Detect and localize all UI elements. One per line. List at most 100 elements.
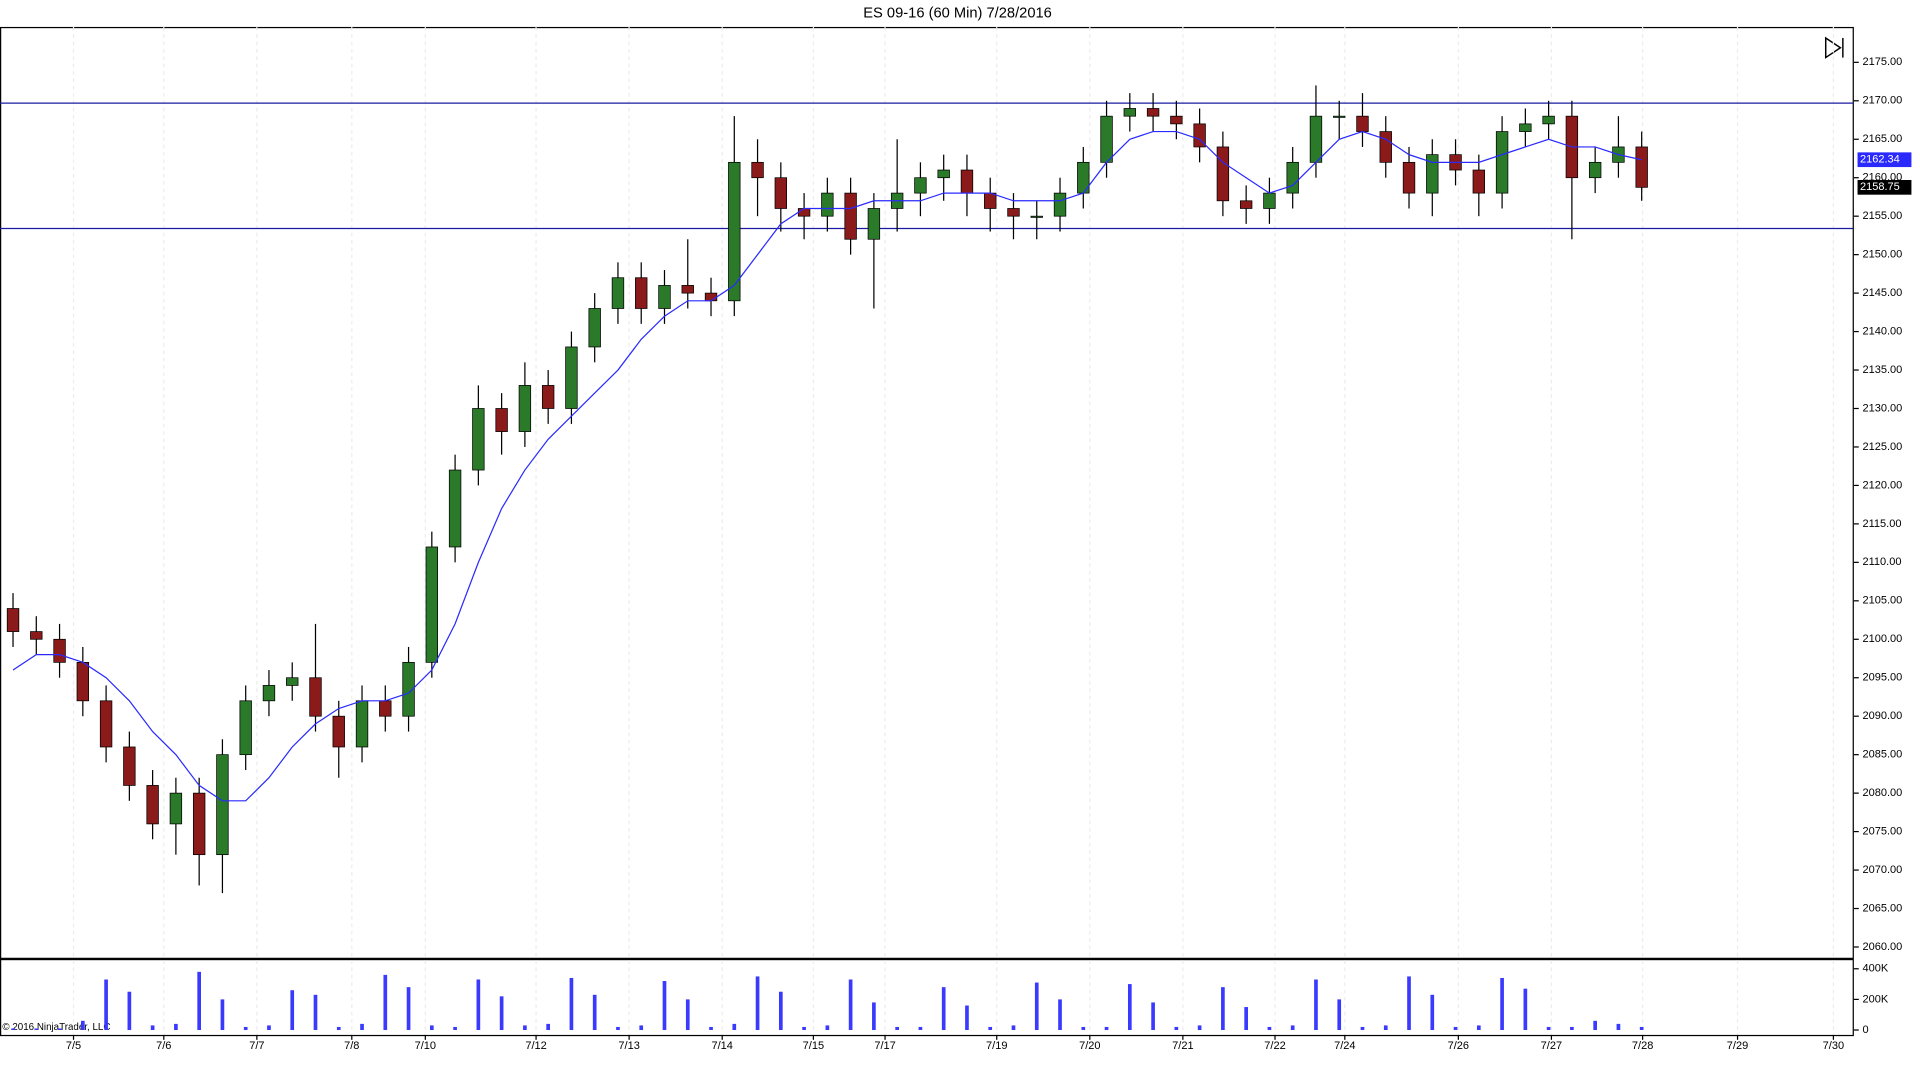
- volume-bar: [848, 979, 853, 1031]
- candle-body: [1239, 200, 1253, 209]
- candle-body: [448, 469, 462, 548]
- price-marker-label: 2162.34: [1860, 154, 1900, 166]
- candle-body: [53, 638, 66, 663]
- volume-bar: [825, 1025, 830, 1031]
- candle-body: [1379, 131, 1392, 163]
- volume-bar: [895, 1026, 899, 1031]
- volume-bar: [220, 999, 225, 1031]
- volume-bar: [802, 1026, 806, 1031]
- volume-bar: [1174, 1026, 1179, 1031]
- x-tick-label: 7/28: [1632, 1040, 1653, 1052]
- volume-bar: [1430, 994, 1435, 1031]
- candle-body: [99, 700, 113, 748]
- y-tick-label: 2115.00: [1862, 518, 1901, 530]
- x-tick-label: 7/30: [1823, 1040, 1844, 1052]
- price-marker: [1857, 152, 1912, 168]
- candle-body: [239, 700, 252, 756]
- volume-bar: [1221, 987, 1225, 1031]
- volume-bar: [1034, 982, 1039, 1031]
- y-tick-label: 2090.00: [1862, 710, 1902, 722]
- x-tick-label: 7/10: [415, 1040, 436, 1052]
- volume-bar: [965, 1005, 969, 1031]
- volume-bar: [243, 1026, 248, 1031]
- y-tick-label: 400K: [1862, 963, 1888, 975]
- y-tick-label: 2110.00: [1862, 556, 1901, 568]
- candle-body: [984, 192, 997, 209]
- x-tick-label: 7/22: [1264, 1040, 1285, 1052]
- volume-bar: [406, 987, 411, 1031]
- price-marker: [1857, 179, 1912, 195]
- volume-bar: [1337, 999, 1342, 1031]
- candle-body: [565, 346, 578, 409]
- volume-bar: [523, 1025, 527, 1031]
- volume-bar: [1104, 1026, 1109, 1031]
- candle-body: [30, 631, 43, 640]
- volume-bar: [476, 979, 481, 1031]
- volume-bar: [1546, 1026, 1551, 1031]
- candle-body: [309, 677, 322, 717]
- volume-bar: [1011, 1025, 1016, 1031]
- y-tick-label: 2130.00: [1862, 402, 1902, 414]
- candle-body: [914, 177, 927, 194]
- candle-body: [495, 408, 508, 432]
- volume-bar: [732, 1023, 737, 1031]
- volume-bar: [1314, 979, 1318, 1031]
- candle-body: [1030, 215, 1043, 218]
- volume-bar: [499, 996, 504, 1031]
- volume-bar: [592, 994, 597, 1031]
- candle-body: [635, 277, 648, 309]
- volume-bar: [150, 1025, 155, 1031]
- copyright: © 2016 NinjaTrader, LLC: [2, 1022, 110, 1033]
- volume-bar: [1244, 1007, 1248, 1031]
- volume-bar: [1290, 1025, 1295, 1031]
- x-tick-label: 7/6: [156, 1040, 171, 1052]
- candle-body: [1100, 115, 1113, 163]
- candle-body: [751, 161, 764, 179]
- volume-bar: [1500, 977, 1504, 1031]
- x-tick-label: 7/24: [1334, 1040, 1355, 1052]
- volume-bar: [1639, 1026, 1644, 1031]
- candle-body: [402, 661, 415, 717]
- x-tick-label: 7/15: [803, 1040, 824, 1052]
- volume-bar: [453, 1026, 457, 1031]
- price-panel: [0, 26, 1854, 959]
- candle-body: [286, 677, 299, 686]
- candle-body: [1263, 192, 1276, 209]
- x-tick-label: 7/12: [525, 1040, 546, 1052]
- candle-body: [937, 169, 950, 179]
- candle-body: [169, 792, 183, 825]
- volume-bar: [662, 981, 667, 1031]
- y-tick-label: 2155.00: [1862, 210, 1902, 222]
- y-tick-label: 2070.00: [1862, 864, 1902, 876]
- x-tick-label: 7/29: [1727, 1040, 1748, 1052]
- candle-body: [1053, 192, 1067, 217]
- y-tick-label: 2095.00: [1862, 672, 1902, 684]
- volume-bar: [872, 1002, 876, 1031]
- y-tick-label: 2170.00: [1862, 95, 1902, 107]
- candle-body: [1309, 115, 1323, 163]
- volume-bar: [174, 1023, 178, 1031]
- candle-body: [1588, 161, 1602, 179]
- volume-bar: [1616, 1023, 1621, 1031]
- volume-bar: [383, 974, 388, 1031]
- volume-bar: [267, 1025, 271, 1031]
- price-marker-label: 2158.75: [1860, 181, 1900, 193]
- candle-body: [588, 308, 601, 348]
- candle-body: [1635, 146, 1648, 188]
- volume-bar: [336, 1026, 341, 1031]
- volume-bar: [778, 991, 783, 1031]
- x-tick-label: 7/27: [1541, 1040, 1562, 1052]
- x-tick-label: 7/7: [249, 1040, 264, 1052]
- y-tick-label: 2105.00: [1862, 595, 1902, 607]
- volume-bar: [57, 1028, 62, 1031]
- volume-bar: [1593, 1020, 1597, 1031]
- volume-bar: [313, 994, 318, 1031]
- candle-body: [797, 208, 811, 217]
- candle-body: [1170, 115, 1183, 125]
- y-tick-label: 2085.00: [1862, 749, 1902, 761]
- candle-body: [1472, 169, 1486, 194]
- volume-bar: [639, 1025, 644, 1031]
